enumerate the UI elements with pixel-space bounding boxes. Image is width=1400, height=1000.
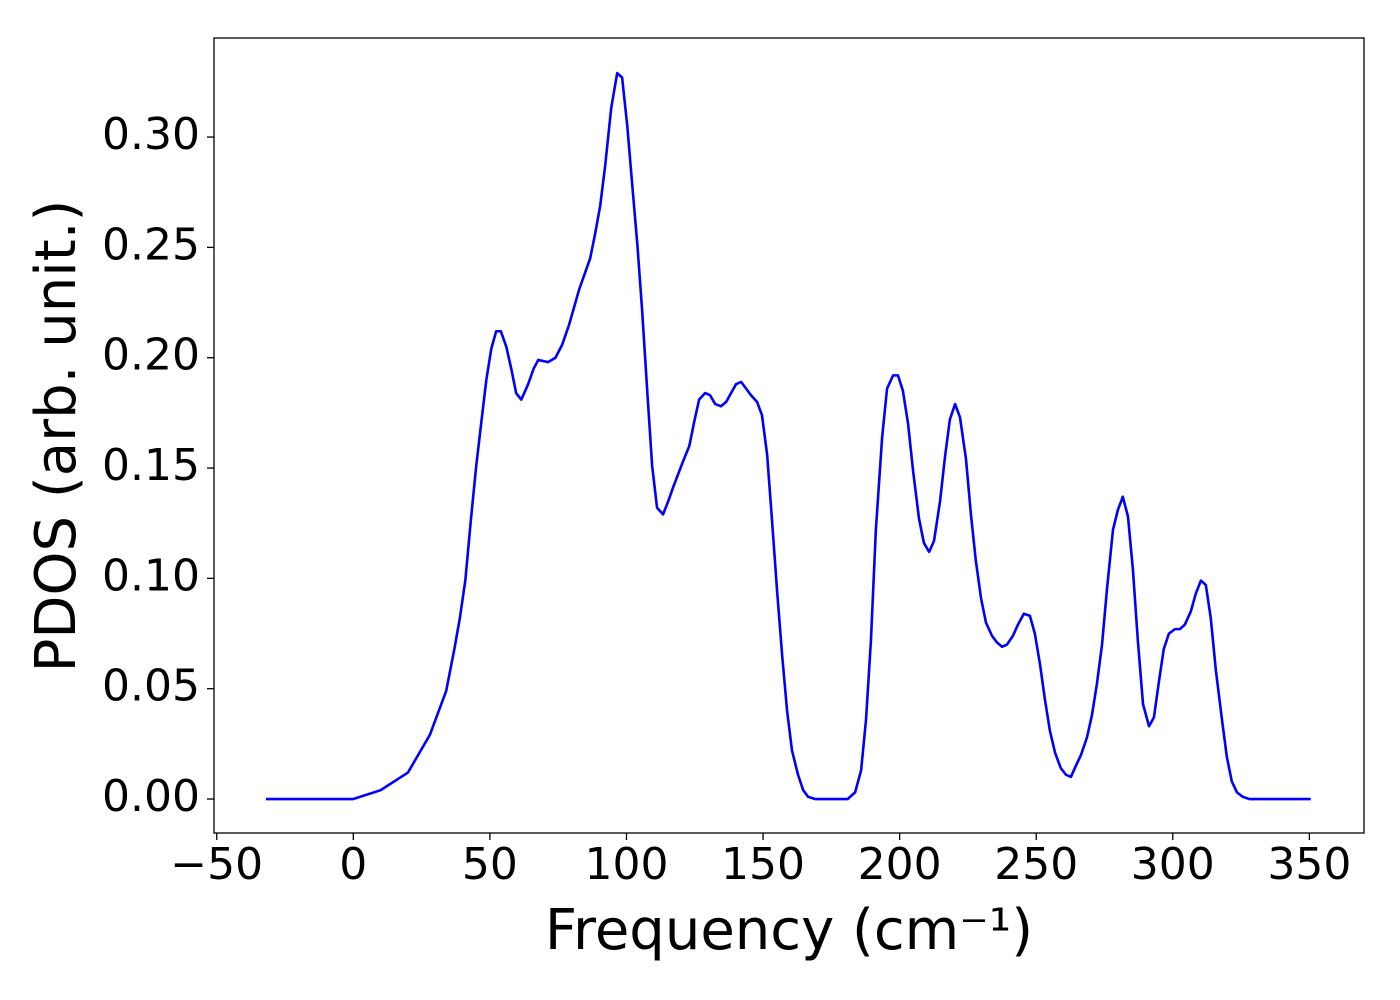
x-tick-label: 350 bbox=[1267, 839, 1351, 890]
y-tick-label: 0.20 bbox=[102, 330, 200, 381]
y-tick-label: 0.05 bbox=[102, 661, 200, 712]
x-tick-label: 100 bbox=[584, 839, 668, 890]
x-tick-label: −50 bbox=[170, 839, 263, 890]
x-tick-label: 250 bbox=[994, 839, 1078, 890]
data-line bbox=[265, 71, 1311, 801]
y-axis-label: PDOS (arb. unit.) bbox=[24, 200, 89, 673]
x-tick-label: 200 bbox=[858, 839, 942, 890]
x-tick-label: 0 bbox=[339, 839, 367, 890]
y-tick-label: 0.30 bbox=[102, 109, 200, 160]
x-tick-label: 50 bbox=[462, 839, 518, 890]
y-tick-label: 0.25 bbox=[102, 219, 200, 270]
x-axis-label: Frequency (cm⁻¹) bbox=[545, 898, 1033, 963]
y-tick-label: 0.00 bbox=[102, 771, 200, 822]
plot-frame bbox=[213, 37, 1365, 834]
y-tick-label: 0.10 bbox=[102, 550, 200, 601]
y-tick-label: 0.15 bbox=[102, 440, 200, 491]
x-tick-label: 300 bbox=[1131, 839, 1215, 890]
x-tick-label: 150 bbox=[721, 839, 805, 890]
